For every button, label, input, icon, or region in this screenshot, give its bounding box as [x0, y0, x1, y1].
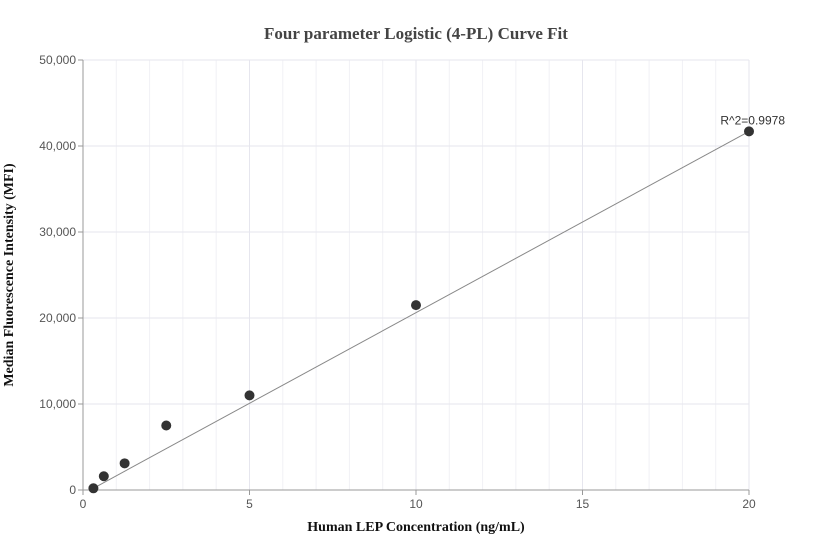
- data-point: [119, 458, 130, 469]
- y-axis-title: Median Fluorescence Intensity (MFI): [2, 163, 17, 387]
- y-tick-label: 10,000: [39, 397, 76, 411]
- x-axis-ticks: 0 5 10 15 20: [80, 490, 756, 511]
- data-point: [161, 420, 172, 431]
- data-point: [98, 471, 109, 482]
- x-tick-label: 10: [409, 497, 423, 511]
- y-axis-ticks: 0 10,000 20,000 30,000 40,000 50,000: [39, 53, 83, 497]
- fit-curve: [93, 130, 750, 489]
- data-point: [411, 300, 421, 311]
- y-tick-label: 0: [69, 483, 76, 497]
- x-axis-title: Human LEP Concentration (ng/mL): [307, 520, 525, 535]
- x-tick-label: 0: [80, 497, 87, 511]
- data-point: [244, 390, 255, 401]
- y-tick-label: 20,000: [39, 311, 76, 325]
- chart-title: Four parameter Logistic (4-PL) Curve Fit: [264, 24, 568, 43]
- x-tick-label: 20: [742, 497, 756, 511]
- x-tick-label: 15: [576, 497, 590, 511]
- r-squared-annotation: R^2=0.9978: [720, 113, 785, 127]
- x-tick-label: 5: [246, 497, 253, 511]
- y-tick-label: 50,000: [39, 53, 76, 67]
- y-tick-label: 30,000: [39, 225, 76, 239]
- y-tick-label: 40,000: [39, 139, 76, 153]
- fit-line: [93, 130, 750, 489]
- data-points: [88, 126, 754, 494]
- data-point: [744, 126, 754, 137]
- grid: [83, 59, 750, 490]
- data-point: [88, 483, 99, 494]
